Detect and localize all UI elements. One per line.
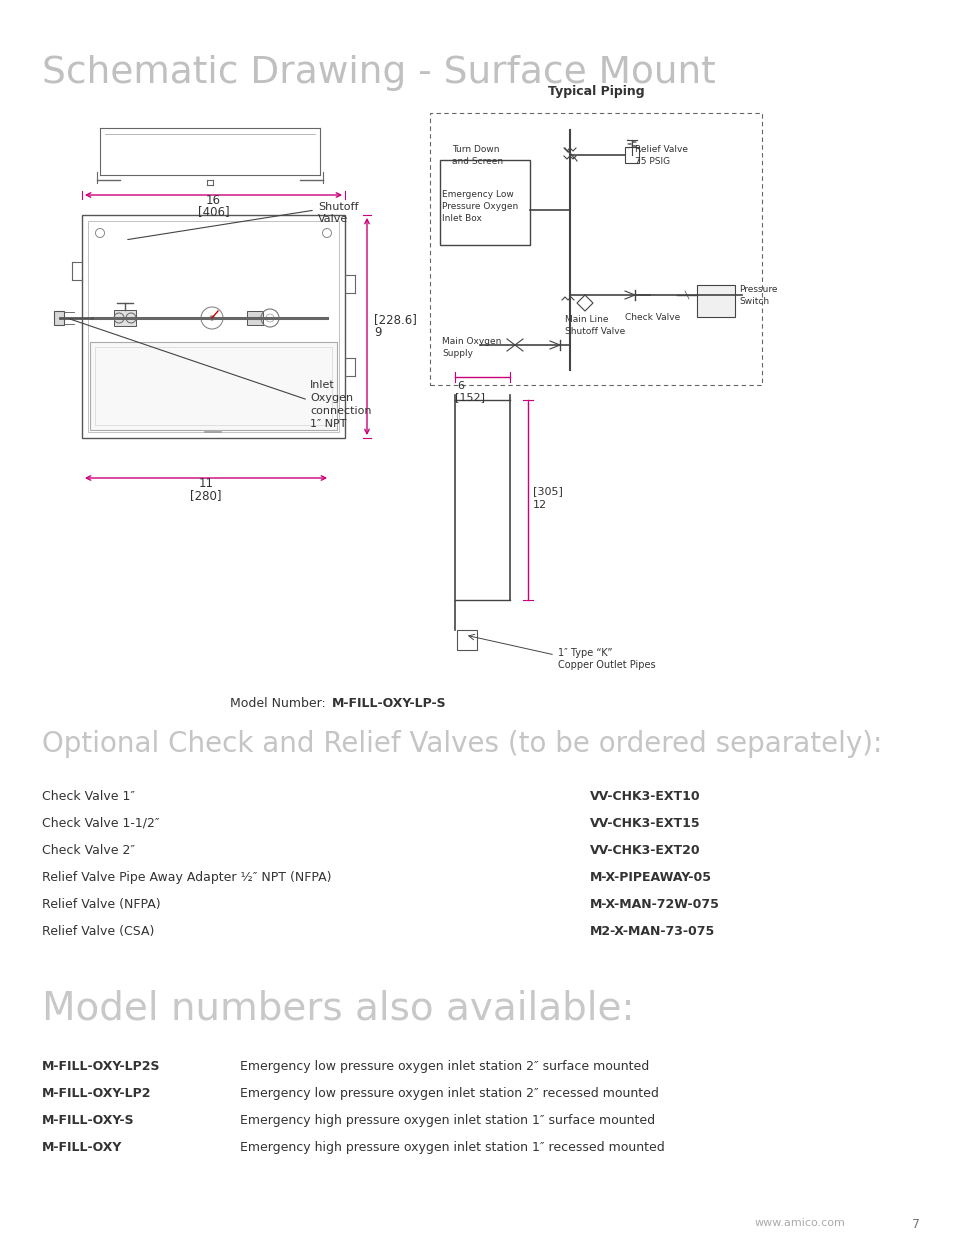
Text: Turn Down
and Screen: Turn Down and Screen <box>452 144 502 165</box>
Bar <box>95 347 332 425</box>
Text: VV-CHK3-EXT20: VV-CHK3-EXT20 <box>589 844 700 857</box>
Text: Schematic Drawing - Surface Mount: Schematic Drawing - Surface Mount <box>42 56 715 91</box>
Text: Check Valve 1″: Check Valve 1″ <box>42 790 135 803</box>
Text: M-FILL-OXY: M-FILL-OXY <box>42 1141 122 1153</box>
Text: Relief Valve Pipe Away Adapter ½″ NPT (NFPA): Relief Valve Pipe Away Adapter ½″ NPT (N… <box>42 871 331 884</box>
Bar <box>88 221 338 432</box>
Text: Check Valve 2″: Check Valve 2″ <box>42 844 135 857</box>
Text: VV-CHK3-EXT10: VV-CHK3-EXT10 <box>589 790 700 803</box>
Text: M-X-PIPEAWAY-05: M-X-PIPEAWAY-05 <box>589 871 711 884</box>
Bar <box>430 112 761 385</box>
Text: Shutoff: Shutoff <box>317 203 358 212</box>
Circle shape <box>210 316 213 320</box>
Text: Main Oxygen
Supply: Main Oxygen Supply <box>441 337 501 358</box>
Bar <box>90 342 336 430</box>
Text: 11: 11 <box>198 477 213 490</box>
Text: Emergency low pressure oxygen inlet station 2″ recessed mounted: Emergency low pressure oxygen inlet stat… <box>240 1087 659 1100</box>
Text: connection: connection <box>310 406 371 416</box>
Text: [305]: [305] <box>533 487 562 496</box>
Bar <box>456 630 476 650</box>
Text: M-FILL-OXY-S: M-FILL-OXY-S <box>42 1114 134 1128</box>
Text: Emergency high pressure oxygen inlet station 1″ recessed mounted: Emergency high pressure oxygen inlet sta… <box>240 1141 664 1153</box>
Bar <box>697 285 734 317</box>
Text: 1″ NPT: 1″ NPT <box>310 419 346 429</box>
Text: Check Valve: Check Valve <box>624 312 679 322</box>
Text: www.amico.com: www.amico.com <box>754 1218 845 1228</box>
Bar <box>82 215 345 438</box>
Text: M-X-MAN-72W-075: M-X-MAN-72W-075 <box>589 898 720 911</box>
Text: Emergency high pressure oxygen inlet station 1″ surface mounted: Emergency high pressure oxygen inlet sta… <box>240 1114 655 1128</box>
Text: Oxygen: Oxygen <box>310 393 353 403</box>
Text: [228.6]: [228.6] <box>374 314 416 326</box>
Text: Relief Valve
75 PSIG: Relief Valve 75 PSIG <box>635 144 687 165</box>
Text: Relief Valve (CSA): Relief Valve (CSA) <box>42 925 154 939</box>
Bar <box>113 310 136 326</box>
Text: 16: 16 <box>206 194 221 207</box>
Text: Emergency Low
Pressure Oxygen
Inlet Box: Emergency Low Pressure Oxygen Inlet Box <box>441 190 517 222</box>
Text: Emergency low pressure oxygen inlet station 2″ surface mounted: Emergency low pressure oxygen inlet stat… <box>240 1060 649 1073</box>
Text: M2-X-MAN-73-075: M2-X-MAN-73-075 <box>589 925 715 939</box>
Text: 12: 12 <box>533 500 547 510</box>
Bar <box>247 311 263 325</box>
Text: Main Line
Shutoff Valve: Main Line Shutoff Valve <box>564 315 624 336</box>
Text: [280]: [280] <box>190 489 221 501</box>
Bar <box>439 161 530 245</box>
Bar <box>54 311 64 325</box>
Text: Typical Piping: Typical Piping <box>547 85 643 98</box>
Text: Check Valve 1-1/2″: Check Valve 1-1/2″ <box>42 818 159 830</box>
Text: M-FILL-OXY-LP2: M-FILL-OXY-LP2 <box>42 1087 152 1100</box>
Text: 9: 9 <box>374 326 381 338</box>
Text: Relief Valve (NFPA): Relief Valve (NFPA) <box>42 898 160 911</box>
Text: 1″ Type “K”
Copper Outlet Pipes: 1″ Type “K” Copper Outlet Pipes <box>558 648 655 671</box>
Text: M-FILL-OXY-LP2S: M-FILL-OXY-LP2S <box>42 1060 160 1073</box>
Text: Pressure
Switch: Pressure Switch <box>739 285 777 306</box>
Text: VV-CHK3-EXT15: VV-CHK3-EXT15 <box>589 818 700 830</box>
Text: Optional Check and Relief Valves (to be ordered separately):: Optional Check and Relief Valves (to be … <box>42 730 882 758</box>
Text: M-FILL-OXY-LP-S: M-FILL-OXY-LP-S <box>332 697 446 710</box>
Text: [406]: [406] <box>197 205 229 219</box>
Text: Model Number:: Model Number: <box>230 697 330 710</box>
Text: Model numbers also available:: Model numbers also available: <box>42 990 634 1028</box>
Text: 6: 6 <box>456 382 463 391</box>
Text: Inlet: Inlet <box>310 380 335 390</box>
Text: Valve: Valve <box>317 214 348 224</box>
Text: [152]: [152] <box>455 391 484 403</box>
Bar <box>624 147 639 163</box>
Text: 7: 7 <box>911 1218 919 1231</box>
